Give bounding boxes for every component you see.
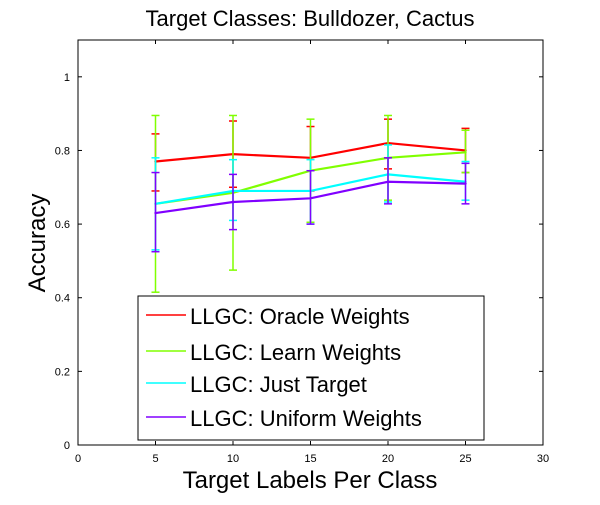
y-axis-label: Accuracy	[24, 194, 51, 293]
data-point	[154, 211, 157, 215]
x-tick-label: 15	[304, 453, 316, 465]
y-tick-label: 1	[64, 72, 70, 84]
legend-entry: LLGC: Learn Weights	[190, 340, 401, 365]
legend-entry: LLGC: Uniform Weights	[190, 406, 422, 431]
y-tick-label: 0.6	[55, 219, 70, 231]
chart-legend: LLGC: Oracle Weights LLGC: Learn Weights L…	[137, 295, 485, 441]
legend-entry: LLGC: Oracle Weights	[190, 304, 410, 329]
x-tick-label: 5	[152, 453, 158, 465]
data-point	[464, 182, 467, 185]
y-tick-label: 0.4	[55, 293, 70, 305]
legend-box	[137, 295, 485, 441]
data-point	[309, 197, 312, 200]
y-tick-label: 0.2	[55, 366, 70, 378]
x-tick-label: 25	[459, 453, 471, 465]
data-point	[386, 180, 390, 183]
chart-title: Target Classes: Bulldozer, Cactus	[146, 6, 475, 31]
x-tick-label: 10	[227, 453, 239, 465]
y-tick-label: 0	[64, 440, 70, 452]
x-axis-label: Target Labels Per Class	[183, 467, 438, 494]
y-tick-label: 0.8	[55, 145, 70, 157]
x-tick-label: 0	[75, 453, 81, 465]
legend-entry: LLGC: Just Target	[190, 372, 367, 397]
series-group	[151, 157, 470, 253]
series-layer	[151, 114, 470, 293]
x-tick-label: 30	[537, 453, 549, 465]
data-point	[231, 200, 235, 204]
axes-layer: 0 5 10 15 20 25 30 0 0.2 0.4 0.6 0.8 1	[55, 40, 549, 465]
data-point	[464, 151, 467, 154]
x-tick-label: 20	[382, 453, 394, 465]
